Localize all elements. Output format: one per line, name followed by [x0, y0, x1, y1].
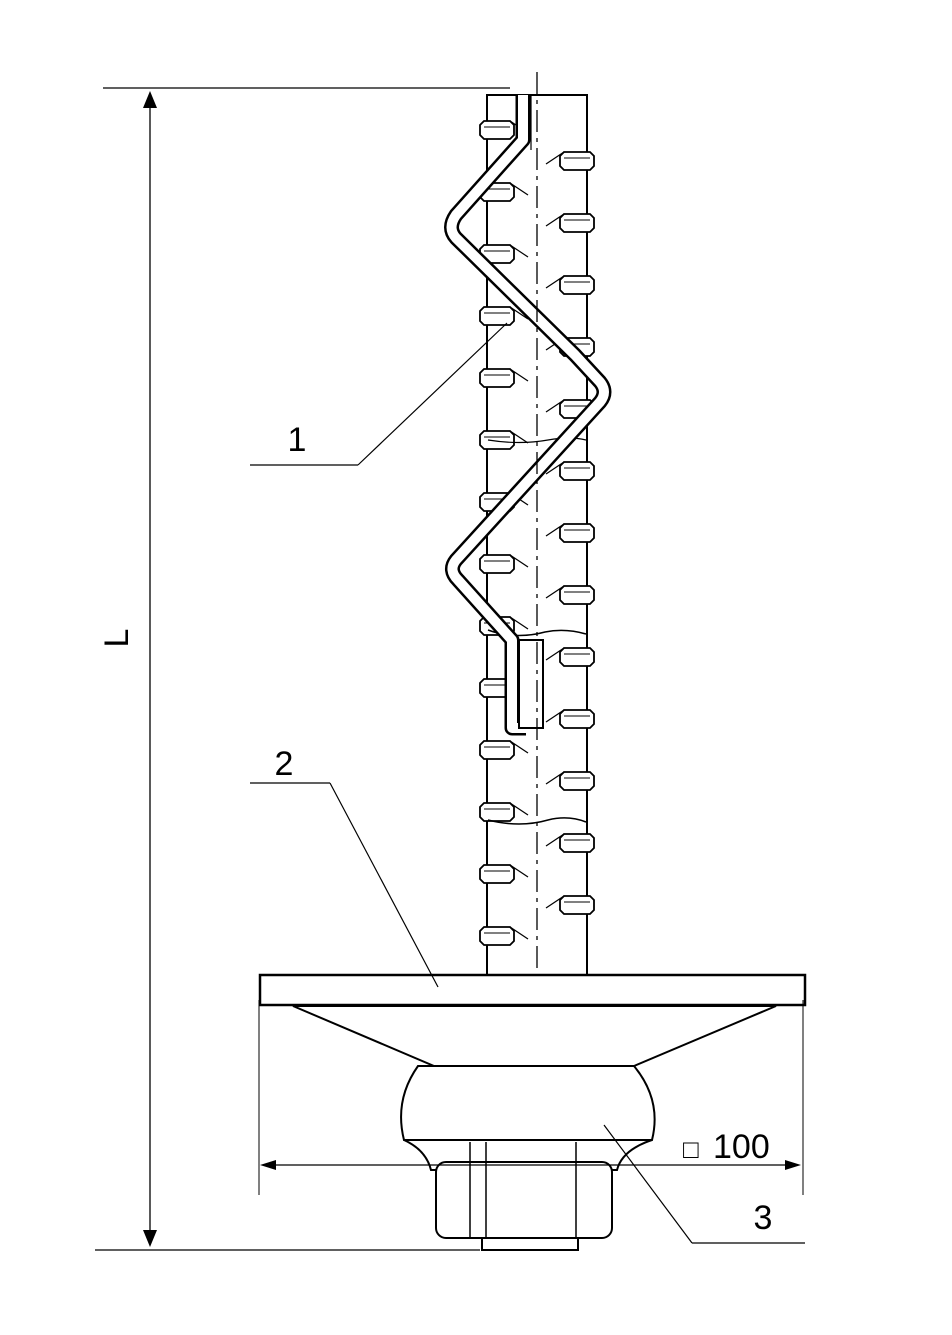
part-label-3: 3 [754, 1199, 773, 1237]
zigzag-wire [444, 95, 612, 736]
base-plate [258, 973, 807, 1067]
plate-size-symbol: □ [683, 1134, 699, 1164]
leader-1 [250, 322, 508, 466]
length-label: L [98, 629, 136, 648]
nut-assembly [400, 1065, 656, 1251]
part-label-2: 2 [275, 745, 294, 783]
plate-size-label: 100 [713, 1128, 770, 1166]
leader-2 [250, 782, 439, 988]
plate-width-dimension [258, 1000, 804, 1195]
length-dimension [95, 87, 510, 1251]
leader-3 [603, 1124, 805, 1244]
part-label-1: 1 [288, 421, 307, 459]
